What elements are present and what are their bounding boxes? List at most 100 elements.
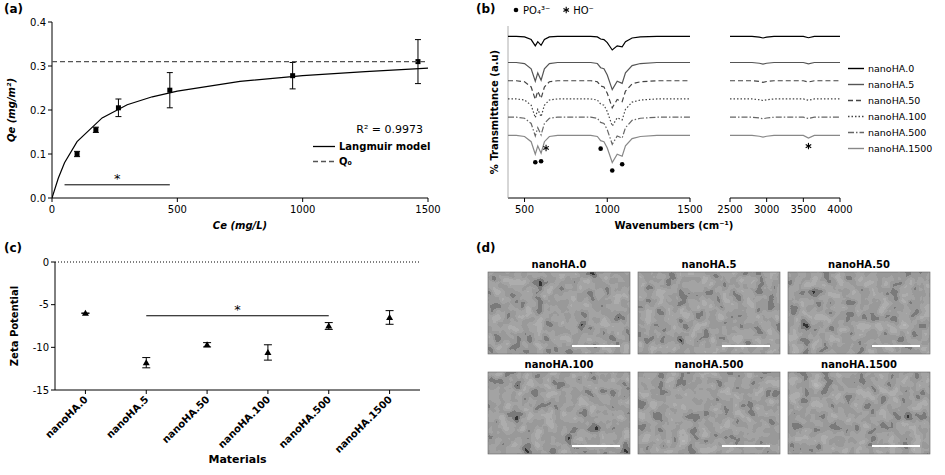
asterisk-marker xyxy=(543,145,549,151)
legend-swatch xyxy=(848,116,864,117)
y-tick xyxy=(48,66,52,67)
key-symbol xyxy=(514,8,519,13)
dot-marker xyxy=(598,146,603,151)
series-line xyxy=(730,135,840,138)
x-tick xyxy=(328,390,329,394)
x-axis-title: Wavenumbers (cm⁻¹) xyxy=(615,220,734,231)
x-tick-label: 4000 xyxy=(827,204,852,215)
micrograph-border xyxy=(788,272,930,354)
x-tick xyxy=(428,198,429,202)
micrograph xyxy=(488,272,630,354)
x-tick-label: nanoHA.500 xyxy=(277,394,333,450)
series-line xyxy=(730,99,840,101)
data-point xyxy=(93,127,98,132)
legend-swatch xyxy=(313,146,335,147)
y-tick-label: 0.0 xyxy=(30,193,46,204)
y-tick-label: -5 xyxy=(39,299,49,310)
figure: (a)0500100015000.00.10.20.30.4Ce (mg/L)Q… xyxy=(0,0,945,475)
plot-marks xyxy=(52,40,428,198)
y-tick xyxy=(48,22,52,23)
series-line xyxy=(730,117,840,119)
annotation-label: PO₄³⁻ xyxy=(523,5,550,16)
asterisk-stroke xyxy=(543,146,549,149)
x-tick-label: 1000 xyxy=(290,204,315,215)
legend-label: nanoHA.0 xyxy=(868,63,914,74)
y-axis-title: Zeta Potential xyxy=(9,286,20,366)
scale-bar xyxy=(722,345,770,347)
y-tick-label: -10 xyxy=(33,342,49,353)
dot-marker xyxy=(610,168,615,173)
x-tick xyxy=(840,198,841,202)
x-tick xyxy=(146,390,147,394)
x-tick-label: nanoHA.1500 xyxy=(333,394,394,455)
error-cap xyxy=(167,72,173,73)
key-symbol xyxy=(563,7,569,13)
legend-swatch xyxy=(313,161,335,162)
panel-label: (a) xyxy=(4,2,23,16)
x-tick xyxy=(85,390,86,394)
micrograph-title: nanoHA.100 xyxy=(525,359,594,370)
asterisk-stroke xyxy=(806,144,812,147)
asterisk-stroke xyxy=(563,8,569,11)
x-tick xyxy=(207,390,208,394)
asterisk-stroke xyxy=(563,8,569,11)
error-cap xyxy=(115,116,121,117)
micrograph xyxy=(638,272,780,354)
legend-label: nanoHA.50 xyxy=(868,95,920,106)
micrograph-border xyxy=(488,272,630,354)
micrograph-title: nanoHA.50 xyxy=(828,259,890,270)
scale-bar xyxy=(722,445,770,447)
asterisk-stroke xyxy=(806,144,812,147)
y-tick-label: 0.1 xyxy=(30,149,46,160)
data-point xyxy=(290,73,295,78)
error-cap xyxy=(415,39,421,40)
x-tick xyxy=(52,198,53,202)
x-tick-label: 1000 xyxy=(595,204,620,215)
legend-swatch xyxy=(848,132,864,133)
panel-label: (b) xyxy=(476,2,496,16)
series-line xyxy=(52,61,428,62)
error-cap xyxy=(142,367,150,368)
x-tick-label: 2500 xyxy=(717,204,742,215)
x-tick-label: 500 xyxy=(515,204,534,215)
micrograph xyxy=(788,372,930,454)
error-cap xyxy=(167,107,173,108)
scale-bar xyxy=(872,345,920,347)
x-tick-label: 3500 xyxy=(791,204,816,215)
micrograph-border xyxy=(488,372,630,454)
dot-marker xyxy=(620,162,625,167)
legend-swatch xyxy=(848,84,864,85)
legend-swatch xyxy=(848,68,864,69)
micrograph-title: nanoHA.0 xyxy=(532,259,587,270)
dot-marker xyxy=(533,160,538,165)
plot-marks xyxy=(81,310,393,368)
y-axis xyxy=(55,262,56,390)
micrograph-border xyxy=(638,272,780,354)
error-cap xyxy=(264,360,272,361)
x-tick xyxy=(730,198,731,202)
y-tick-label: 0.3 xyxy=(30,61,46,72)
data-point xyxy=(143,359,150,365)
x-tick-label: 500 xyxy=(168,204,187,215)
significance-label: * xyxy=(234,302,241,317)
x-tick-label: nanoHA.0 xyxy=(43,394,90,441)
error-cap xyxy=(386,310,394,311)
scale-bar xyxy=(572,345,620,347)
y-tick xyxy=(51,390,55,391)
x-axis xyxy=(508,198,690,199)
plot-marks xyxy=(508,36,690,162)
series-line xyxy=(730,62,840,64)
series-line xyxy=(508,36,690,50)
series-line xyxy=(730,81,840,83)
micrograph xyxy=(488,372,630,454)
x-tick-label: nanoHA.100 xyxy=(216,394,272,450)
x-tick-label: 1500 xyxy=(415,204,440,215)
x-axis-title: Ce (mg/L) xyxy=(213,220,267,231)
asterisk-stroke xyxy=(543,146,549,149)
error-cap xyxy=(386,324,394,325)
error-cap xyxy=(115,99,121,100)
dot-marker xyxy=(539,159,544,164)
annotation-label: HO⁻ xyxy=(573,5,594,16)
panel-label: (d) xyxy=(476,241,496,255)
series-line xyxy=(52,68,428,198)
